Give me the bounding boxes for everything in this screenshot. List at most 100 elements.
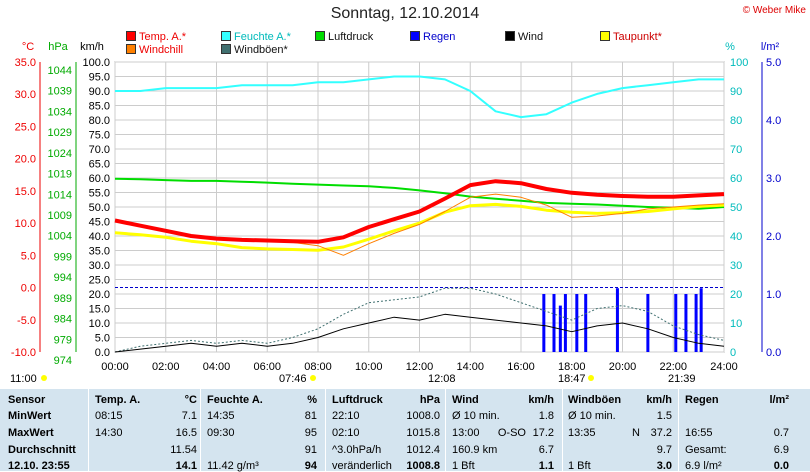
temp-tick-label: 30.0	[15, 89, 36, 101]
series-line	[114, 313, 725, 353]
sun-icon	[588, 375, 594, 381]
time-tick-label: 02:00	[152, 361, 180, 373]
stats-header-pressure-unit: hPa	[419, 394, 440, 406]
legend-gusts: Windböen*	[221, 44, 288, 56]
stats-pressure-value: 1015.8	[406, 427, 440, 439]
stats-header-gusts: Windböen	[568, 394, 622, 406]
stats-header-pressure: Luftdruck	[332, 394, 383, 406]
stats-wind-direction: O-SO	[497, 427, 526, 439]
stats-wind-value: 17.2	[532, 427, 554, 439]
time-tick-label: 14:00	[456, 361, 484, 373]
stats-header-wind: Wind	[452, 394, 479, 406]
sunset-label: 18:47	[558, 373, 586, 385]
stats-wind-time: 13:00	[452, 427, 480, 439]
wind-tick-label: 50.0	[89, 202, 110, 214]
stats-header-gusts-unit: km/h	[646, 394, 672, 406]
stats-wind-time: 1 Bft	[452, 460, 475, 472]
wind-tick-label: 85.0	[89, 101, 110, 113]
stats-temp-value: 11.54	[170, 444, 197, 456]
time-tick-label: 22:00	[659, 361, 687, 373]
wind-tick-label: 30.0	[89, 260, 110, 272]
stats-humidity-time: 09:30	[207, 427, 235, 439]
pressure-tick-label: 1004	[48, 231, 72, 243]
stats-pressure-value: 1012.4	[406, 444, 440, 456]
stats-header-sensor: Sensor	[8, 394, 46, 406]
rain-bar	[694, 294, 698, 352]
stats-rain-time: 16:55	[685, 427, 713, 439]
wind-tick-label: 75.0	[89, 130, 110, 142]
stats-pressure-value: 1008.0	[406, 410, 440, 422]
stats-humidity-value: 81	[304, 410, 317, 422]
stats-temp-value: 16.5	[175, 427, 197, 439]
stats-gusts-value: 37.2	[650, 427, 672, 439]
stats-header-wind-unit: km/h	[528, 394, 554, 406]
rain-tick-label: 0.0	[766, 347, 781, 359]
rain-bar	[575, 294, 579, 352]
pressure-tick-label: 994	[54, 272, 72, 284]
stats-pressure-time: ^3.0hPa/h	[332, 444, 382, 456]
legend-dewpoint: Taupunkt*	[600, 31, 662, 43]
stats-temp-value: 7.1	[181, 410, 197, 422]
wind-axis-unit: km/h	[80, 41, 104, 53]
wind-tick-label: 55.0	[89, 188, 110, 200]
rain-bar	[674, 294, 678, 352]
column-divider	[200, 389, 201, 471]
rain-bar	[646, 294, 650, 352]
temp-axis-unit: °C	[22, 41, 34, 53]
sun-icon	[310, 375, 316, 381]
rain-bar	[615, 288, 619, 352]
rain-tick-label: 4.0	[766, 115, 781, 127]
time-tick-label: 24:00	[710, 361, 738, 373]
stats-humidity-time: 14:35	[207, 410, 235, 422]
humidity-tick-label: 80	[730, 115, 742, 127]
stats-wind-value: 1.1	[538, 460, 554, 472]
pressure-tick-label: 1009	[48, 210, 72, 222]
stats-rain-time: Gesamt:	[685, 444, 727, 456]
chart-svg: °C hPa km/h% l/m² 35.0 30.0 25.0 20.0 15.0 10.0 5.…	[10, 41, 781, 385]
stats-header-humidity-unit: %	[307, 394, 317, 406]
rain-tick-label: 5.0	[766, 57, 781, 69]
rain-bar	[699, 288, 703, 352]
temp-tick-label: -5.0	[17, 315, 36, 327]
stats-wind-time: Ø 10 min.	[452, 410, 500, 422]
time-tick-label: 18:00	[558, 361, 586, 373]
temp-tick-label: 35.0	[15, 57, 36, 69]
pressure-tick-label: 989	[54, 293, 72, 305]
pressure-tick-label: 1029	[48, 127, 72, 139]
temp-tick-label: 15.0	[15, 186, 36, 198]
statistics-panel: Sensor Temp. A. °C Feuchte A.% Luftdruck hPa W…	[0, 389, 810, 472]
pressure-tick-label: 984	[54, 314, 72, 326]
pressure-tick-label: 1014	[48, 189, 72, 201]
sunrise-label: 07:46	[279, 373, 307, 385]
column-divider	[88, 389, 89, 471]
rain-bar	[684, 294, 688, 352]
temp-tick-label: 20.0	[15, 154, 36, 166]
wind-tick-label: 90.0	[89, 86, 110, 98]
column-divider	[678, 389, 679, 471]
stats-row-label: MinWert	[8, 410, 52, 422]
rain-bar	[563, 294, 567, 352]
stats-wind-value: 1.8	[538, 410, 554, 422]
wind-tick-label: 70.0	[89, 144, 110, 156]
humidity-tick-label: 60	[730, 173, 742, 185]
stats-row-label: Durchschnitt	[8, 444, 76, 456]
rain-tick-label: 3.0	[766, 173, 781, 185]
moon-mark-label-2: 21:39	[668, 373, 696, 385]
pressure-tick-label: 1044	[48, 65, 72, 77]
rain-tick-label: 2.0	[766, 231, 781, 243]
humidity-tick-label: 20	[730, 289, 742, 301]
series-line	[114, 202, 725, 252]
wind-tick-label: 20.0	[89, 289, 110, 301]
pressure-axis-unit: hPa	[48, 41, 68, 53]
time-tick-label: 04:00	[203, 361, 231, 373]
stats-wind-time: 160.9 km	[452, 444, 498, 456]
legend-pressure: Luftdruck	[315, 31, 373, 43]
temp-tick-label: 0.0	[21, 283, 36, 295]
wind-tick-label: 45.0	[89, 217, 110, 229]
pressure-tick-label: 974	[54, 355, 72, 367]
temp-tick-label: -10.0	[11, 347, 36, 359]
stats-humidity-value: 91	[304, 444, 317, 456]
column-divider	[325, 389, 326, 471]
humidity-tick-label: 0	[730, 347, 736, 359]
